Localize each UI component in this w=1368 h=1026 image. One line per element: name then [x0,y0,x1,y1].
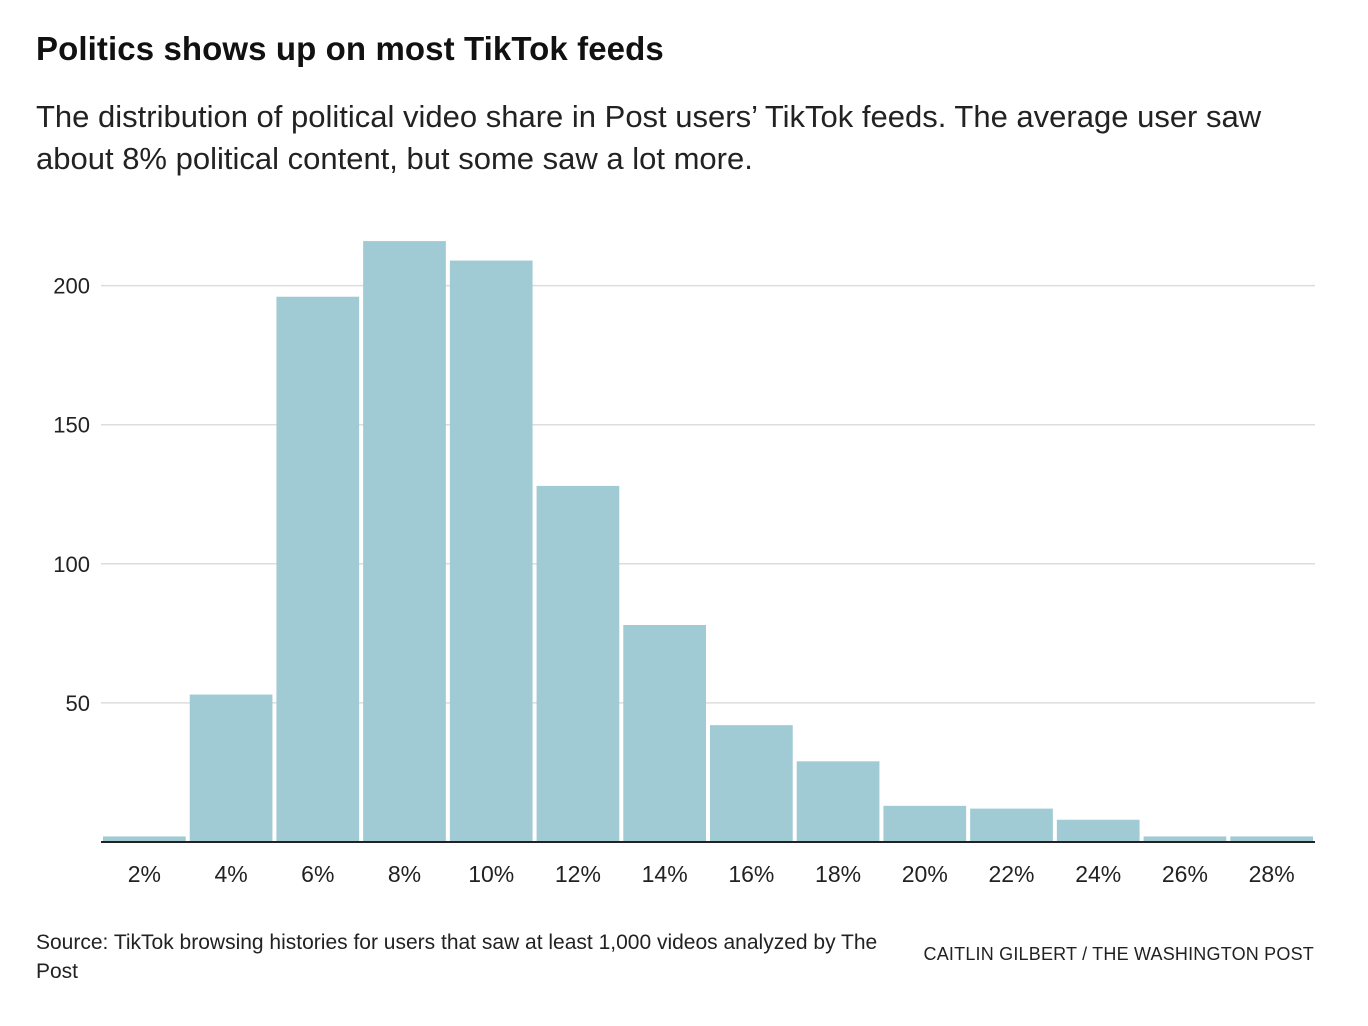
bar-24% [1056,819,1140,842]
x-tick-label: 18% [815,861,861,887]
x-tick-label: 12% [555,861,601,887]
x-tick-label: 20% [902,861,948,887]
bar-20% [883,805,967,842]
x-tick-label: 24% [1075,861,1121,887]
x-tick-label: 2% [128,861,161,887]
bar-18% [796,761,880,842]
x-tick-label: 26% [1162,861,1208,887]
bar-6% [276,296,360,842]
bars [103,241,1313,842]
bar-4% [189,694,273,842]
bar-8% [363,241,446,842]
x-tick-label: 4% [214,861,247,887]
bar-28% [1230,836,1313,842]
credit-line: CAITLIN GILBERT / THE WASHINGTON POST [923,944,1314,964]
bar-22% [970,808,1053,842]
y-tick-label: 200 [53,274,90,299]
x-tick-label: 14% [642,861,688,887]
x-tick-label: 22% [988,861,1034,887]
chart-subtitle: The distribution of political video shar… [36,99,1262,176]
x-tick-label: 16% [728,861,774,887]
bar-12% [536,485,620,842]
histogram-chart: 50 100 150 200 2% 4% 6% 8% 10% 12% 14% 16% 18% 20% 22… [53,241,1315,887]
y-axis-tick-labels: 50 100 150 200 [53,274,90,716]
x-axis-tick-labels: 2% 4% 6% 8% 10% 12% 14% 16% 18% 20% 22% 24% 26% 28% [128,861,1295,887]
x-tick-label: 8% [388,861,421,887]
bar-2% [103,836,186,842]
source-note: Source: TikTok browsing histories for us… [36,931,878,983]
chart-title: Politics shows up on most TikTok feeds [36,30,664,67]
bar-26% [1143,836,1227,842]
bar-16% [710,725,793,842]
x-tick-label: 6% [301,861,334,887]
bar-14% [623,625,706,842]
x-tick-label: 10% [468,861,514,887]
y-tick-label: 150 [53,413,90,438]
x-tick-label: 28% [1249,861,1295,887]
y-tick-label: 50 [66,691,90,716]
bar-10% [449,260,533,842]
y-tick-label: 100 [53,552,90,577]
